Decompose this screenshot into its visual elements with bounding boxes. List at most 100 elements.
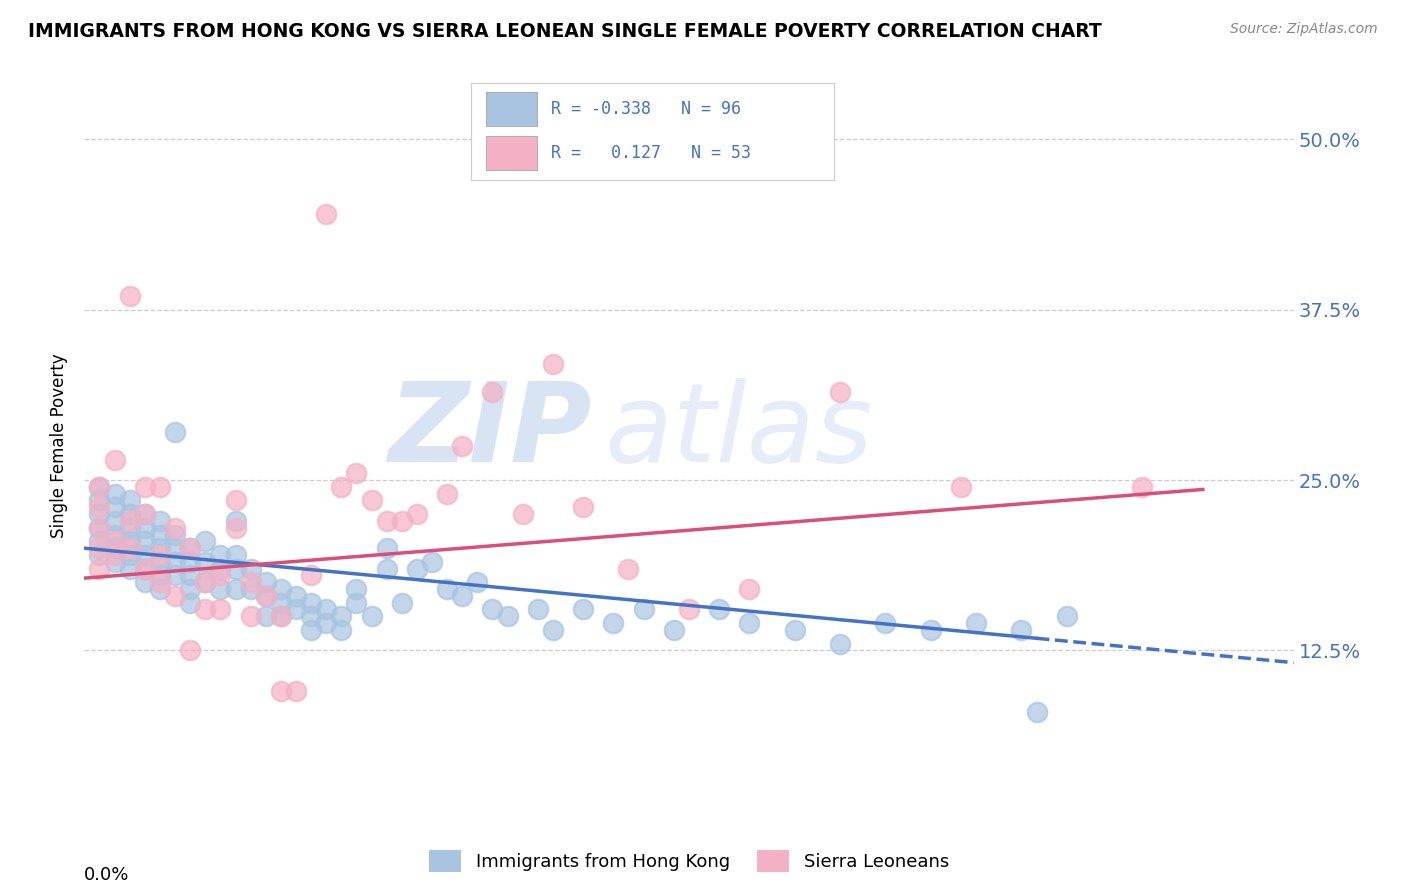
Point <box>285 589 308 603</box>
Point <box>678 602 700 616</box>
Point <box>149 541 172 556</box>
Point <box>541 357 564 371</box>
Point <box>134 507 156 521</box>
Point <box>315 616 337 631</box>
Point <box>89 480 111 494</box>
Point <box>527 602 550 616</box>
Point <box>467 575 489 590</box>
Point <box>481 602 503 616</box>
Point <box>633 602 655 616</box>
Point <box>104 534 127 549</box>
Point <box>89 493 111 508</box>
Point <box>375 541 398 556</box>
Point <box>1011 623 1033 637</box>
Point <box>391 596 413 610</box>
Point <box>481 384 503 399</box>
Point <box>270 582 292 596</box>
Point <box>89 480 111 494</box>
Point <box>346 582 368 596</box>
Point <box>270 596 292 610</box>
Point <box>602 616 624 631</box>
Point <box>330 609 353 624</box>
Point <box>89 521 111 535</box>
Point <box>165 589 187 603</box>
Point <box>134 521 156 535</box>
Point <box>194 555 217 569</box>
Point <box>783 623 806 637</box>
Point <box>285 602 308 616</box>
Point <box>225 514 247 528</box>
Point <box>254 589 277 603</box>
Point <box>239 609 262 624</box>
Point <box>104 555 127 569</box>
Point <box>617 561 640 575</box>
Point <box>209 561 232 575</box>
Point <box>541 623 564 637</box>
Point <box>738 616 761 631</box>
Text: ZIP: ZIP <box>388 377 592 484</box>
Point <box>104 514 127 528</box>
Point <box>225 582 247 596</box>
Point <box>118 521 141 535</box>
Point <box>118 514 141 528</box>
Point <box>165 568 187 582</box>
Point <box>104 500 127 515</box>
Point <box>209 602 232 616</box>
Point <box>179 555 201 569</box>
Point <box>738 582 761 596</box>
Point <box>330 623 353 637</box>
Point <box>134 561 156 575</box>
Text: atlas: atlas <box>605 377 873 484</box>
Point <box>194 602 217 616</box>
Point <box>89 521 111 535</box>
Point <box>299 609 322 624</box>
Point <box>451 439 474 453</box>
Point <box>239 561 262 575</box>
Text: Source: ZipAtlas.com: Source: ZipAtlas.com <box>1230 22 1378 37</box>
Point <box>391 514 413 528</box>
Point <box>315 602 337 616</box>
Point <box>209 568 232 582</box>
Point <box>375 514 398 528</box>
Point <box>299 568 322 582</box>
Point <box>225 548 247 562</box>
Point <box>572 500 595 515</box>
Point <box>118 541 141 556</box>
Point <box>149 514 172 528</box>
Point <box>104 486 127 500</box>
Point <box>965 616 987 631</box>
Point <box>496 609 519 624</box>
Point <box>118 493 141 508</box>
Point <box>165 541 187 556</box>
Point <box>330 480 353 494</box>
Point <box>662 623 685 637</box>
Point <box>89 500 111 515</box>
Point <box>149 575 172 590</box>
Point <box>360 493 382 508</box>
Point <box>239 575 262 590</box>
Point <box>225 521 247 535</box>
Point <box>134 575 156 590</box>
Point <box>118 289 141 303</box>
Point <box>179 568 201 582</box>
Point <box>134 534 156 549</box>
Legend: Immigrants from Hong Kong, Sierra Leoneans: Immigrants from Hong Kong, Sierra Leonea… <box>422 843 956 879</box>
Point <box>209 582 232 596</box>
Point <box>406 507 429 521</box>
Point <box>89 507 111 521</box>
Text: 0.0%: 0.0% <box>84 865 129 884</box>
Point <box>950 480 973 494</box>
Point <box>270 609 292 624</box>
Point <box>149 568 172 582</box>
Point <box>89 561 111 575</box>
Point <box>89 548 111 562</box>
Point <box>149 527 172 541</box>
Point <box>315 207 337 221</box>
Point <box>406 561 429 575</box>
Point <box>194 534 217 549</box>
Point <box>118 507 141 521</box>
Point <box>285 684 308 698</box>
Point <box>179 541 201 556</box>
Point <box>830 636 852 650</box>
Point <box>104 452 127 467</box>
